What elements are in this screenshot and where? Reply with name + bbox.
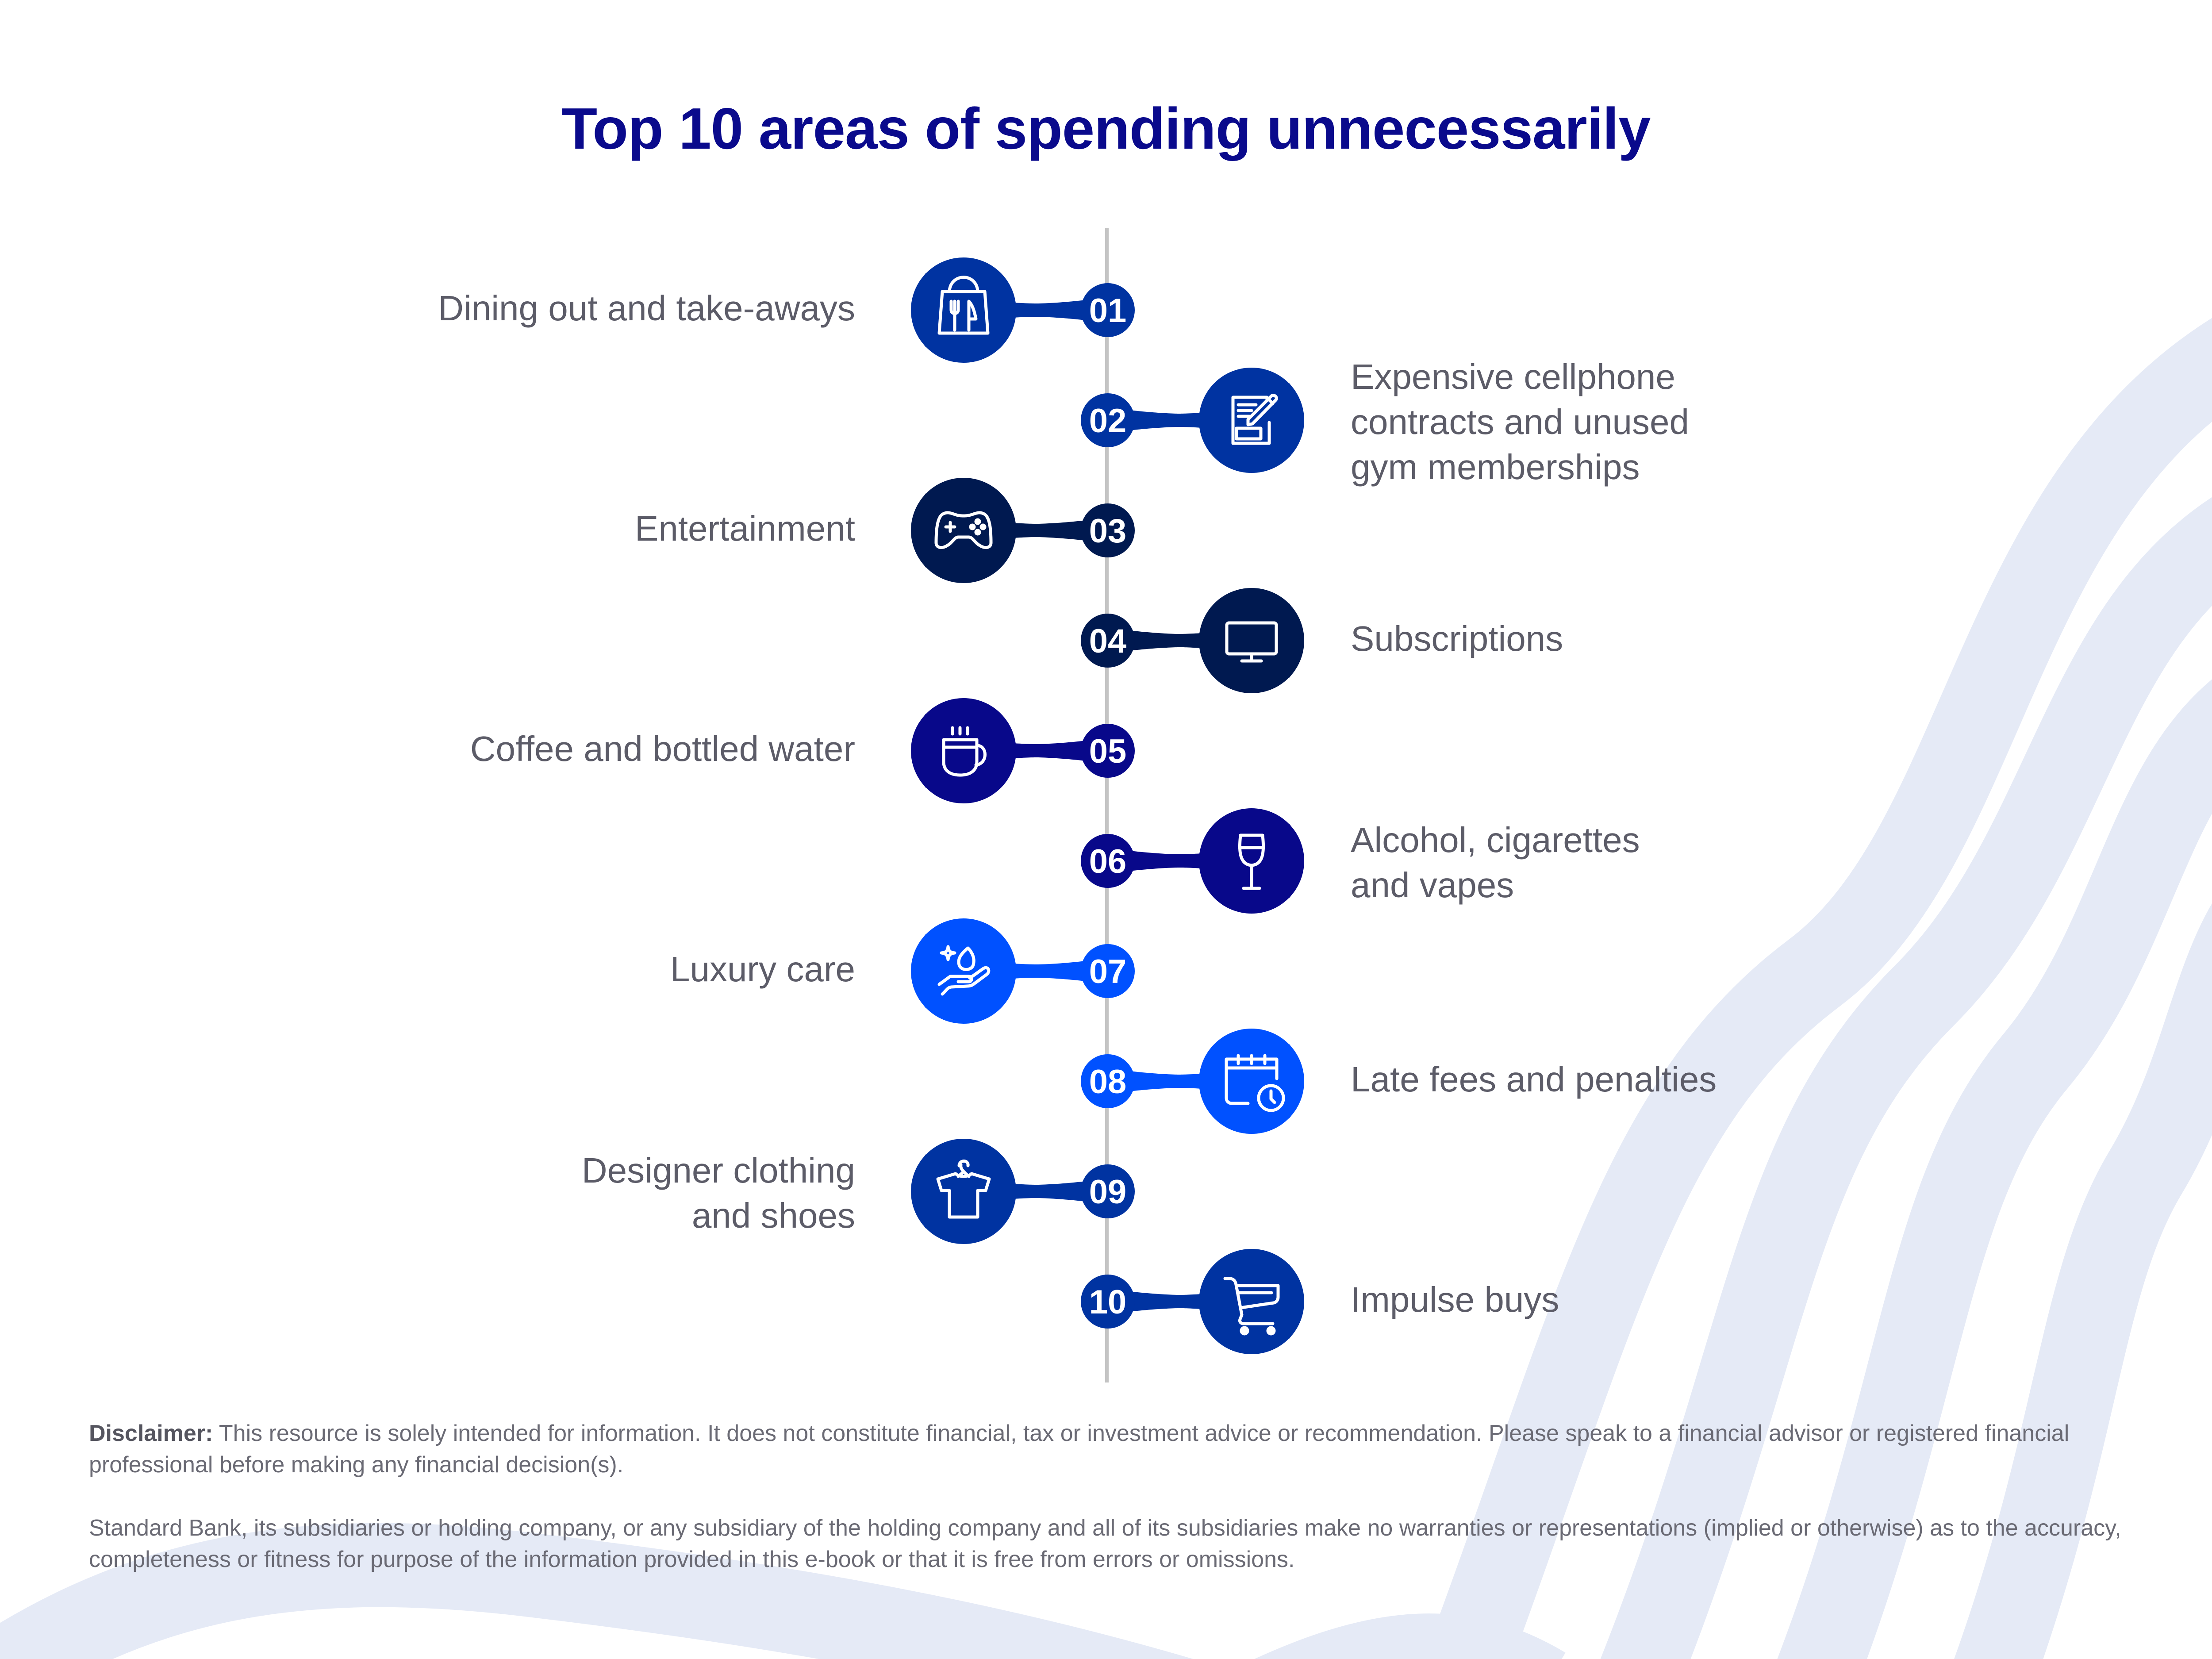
shopping-cart-icon xyxy=(1223,1277,1280,1336)
hand-drop-icon xyxy=(937,945,991,996)
number-circle xyxy=(1081,944,1135,998)
wave-band xyxy=(1777,679,2212,1659)
number-circle xyxy=(1081,1054,1135,1108)
item-label-line: Impulse buys xyxy=(1351,1280,1559,1319)
item-label-line: contracts and unused xyxy=(1351,402,1689,442)
item-label-line: and shoes xyxy=(691,1196,855,1235)
icon-circle xyxy=(1199,588,1304,693)
icon-circle xyxy=(911,478,1016,583)
calendar-clock-icon xyxy=(1225,1054,1285,1112)
timeline-item-10: 10 xyxy=(1081,1249,1304,1354)
contract-pen-icon xyxy=(1231,393,1278,445)
wave-band xyxy=(0,1523,1193,1659)
number-circle xyxy=(1081,614,1135,668)
timeline-item-07: 07 xyxy=(911,918,1135,1024)
item-label-line: Designer clothing xyxy=(581,1151,855,1190)
shirt-hanger-icon xyxy=(936,1160,991,1219)
number-circle xyxy=(1081,834,1135,888)
monitor-icon xyxy=(1225,621,1278,663)
number-circle xyxy=(1081,283,1135,337)
wine-glass-icon xyxy=(1238,833,1265,890)
connector xyxy=(922,273,1125,347)
connector xyxy=(1090,383,1293,457)
wave-band xyxy=(1423,318,2212,1659)
connector xyxy=(922,1154,1125,1229)
item-label: Entertainment xyxy=(635,506,855,551)
item-label-line: Late fees and penalties xyxy=(1351,1060,1717,1099)
item-label-line: Coffee and bottled water xyxy=(470,729,855,768)
page-title: Top 10 areas of spending unnecessarily xyxy=(561,96,1651,161)
icon-circle xyxy=(911,1139,1016,1244)
icon-circle xyxy=(911,698,1016,803)
connector xyxy=(1090,1264,1293,1339)
item-label: Designer clothing and shoes xyxy=(582,1148,855,1238)
item-number: 07 xyxy=(1089,953,1127,991)
timeline-item-03: 03 xyxy=(911,478,1135,583)
item-label-line: Alcohol, cigarettes xyxy=(1351,820,1640,860)
connector xyxy=(922,934,1125,1008)
item-label: Impulse buys xyxy=(1351,1277,1559,1322)
timeline-item-04: 04 xyxy=(1081,588,1304,693)
wave-band xyxy=(1954,904,2212,1659)
icon-circle xyxy=(1199,368,1304,473)
icon-circle xyxy=(911,918,1016,1024)
connector xyxy=(1090,1044,1293,1118)
item-label-line: and vapes xyxy=(1351,865,1514,905)
coffee-cup-icon xyxy=(942,726,987,777)
item-label: Expensive cellphone contracts and unused g… xyxy=(1351,354,1689,490)
timeline-item-08: 08 xyxy=(1081,1029,1304,1134)
item-label-line: Dining out and take-aways xyxy=(438,288,855,328)
item-label: Subscriptions xyxy=(1351,616,1563,661)
item-label-line: Entertainment xyxy=(634,509,855,548)
item-number: 08 xyxy=(1089,1063,1127,1101)
item-number: 02 xyxy=(1089,402,1127,440)
timeline-item-05: 05 xyxy=(911,698,1135,803)
item-number: 06 xyxy=(1089,843,1127,880)
game-controller-icon xyxy=(934,511,993,549)
item-label-line: gym memberships xyxy=(1351,447,1640,487)
item-label-line: Luxury care xyxy=(670,949,855,989)
number-circle xyxy=(1081,503,1135,557)
icon-circle xyxy=(1199,1249,1304,1354)
disclaimer: Disclaimer: This resource is solely inte… xyxy=(89,1418,2133,1607)
timeline-item-06: 06 xyxy=(1081,808,1304,914)
icon-circle xyxy=(911,257,1016,363)
connector xyxy=(1090,603,1293,678)
number-circle xyxy=(1081,724,1135,778)
number-circle xyxy=(1081,1275,1135,1329)
wave-band xyxy=(1254,1613,1566,1659)
connector xyxy=(922,493,1125,568)
item-label-line: Subscriptions xyxy=(1351,619,1563,658)
disclaimer-heading: Disclaimer: xyxy=(89,1421,213,1446)
item-number: 10 xyxy=(1089,1283,1127,1321)
item-label-line: Expensive cellphone xyxy=(1351,357,1675,396)
takeaway-bag-icon xyxy=(937,276,990,335)
item-label: Luxury care xyxy=(670,947,855,992)
legal-text: Standard Bank, its subsidiaries or holdi… xyxy=(89,1515,2121,1572)
item-label: Dining out and take-aways xyxy=(438,286,855,331)
item-number: 04 xyxy=(1089,622,1127,660)
number-circle xyxy=(1081,1164,1135,1218)
icon-circle xyxy=(1199,1029,1304,1134)
item-label: Coffee and bottled water xyxy=(470,726,855,772)
timeline-item-01: 01 xyxy=(911,257,1135,363)
icon-circle xyxy=(1199,808,1304,914)
item-number: 03 xyxy=(1089,512,1127,550)
number-circle xyxy=(1081,393,1135,447)
timeline-item-02: 02 xyxy=(1081,368,1304,473)
item-label: Alcohol, cigarettes and vapes xyxy=(1351,818,1640,908)
connector xyxy=(922,714,1125,788)
wave-band xyxy=(1600,497,2212,1659)
item-label: Late fees and penalties xyxy=(1351,1057,1717,1102)
connector xyxy=(1090,824,1293,898)
item-number: 01 xyxy=(1089,292,1127,330)
disclaimer-text: This resource is solely intended for inf… xyxy=(89,1421,2070,1478)
item-number: 05 xyxy=(1089,733,1127,770)
timeline-item-09: 09 xyxy=(911,1139,1135,1244)
item-number: 09 xyxy=(1089,1173,1127,1211)
